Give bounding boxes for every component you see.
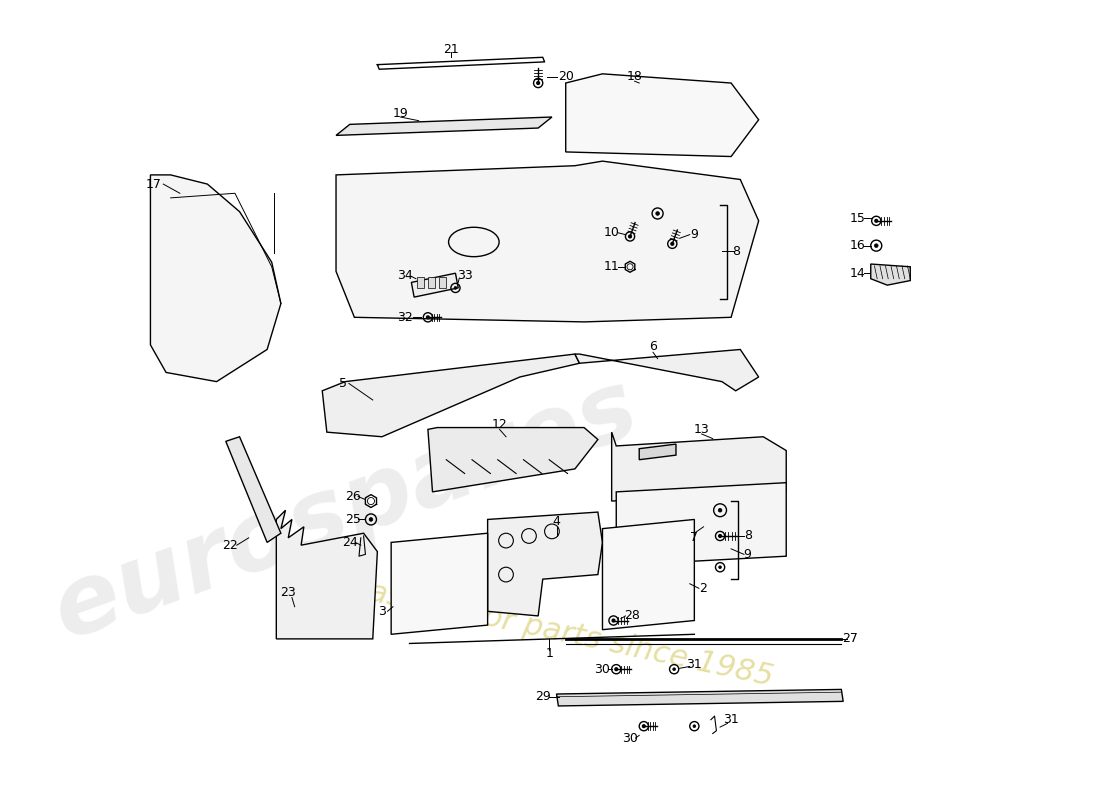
- Circle shape: [612, 619, 615, 622]
- Text: 25: 25: [344, 513, 361, 526]
- Text: 3: 3: [378, 605, 386, 618]
- Polygon shape: [487, 512, 603, 616]
- Polygon shape: [603, 519, 694, 630]
- Circle shape: [874, 219, 878, 222]
- Text: 31: 31: [686, 658, 702, 671]
- Text: eurospares: eurospares: [41, 362, 650, 659]
- Circle shape: [454, 286, 456, 290]
- Text: 4: 4: [552, 514, 561, 528]
- Text: 5: 5: [340, 377, 348, 390]
- Polygon shape: [336, 117, 552, 135]
- Polygon shape: [428, 427, 598, 492]
- Circle shape: [671, 242, 673, 245]
- Polygon shape: [151, 175, 280, 382]
- Text: a passion for parts since 1985: a passion for parts since 1985: [319, 567, 776, 692]
- Text: 20: 20: [558, 70, 574, 83]
- Text: 6: 6: [649, 340, 657, 354]
- Text: 33: 33: [456, 270, 473, 282]
- Text: 27: 27: [843, 632, 858, 646]
- Circle shape: [693, 725, 695, 727]
- Text: 16: 16: [850, 239, 866, 252]
- Text: 15: 15: [850, 211, 866, 225]
- Bar: [417, 277, 425, 288]
- Text: 13: 13: [694, 423, 710, 436]
- Text: 21: 21: [443, 42, 459, 55]
- Text: 2: 2: [700, 582, 707, 595]
- Polygon shape: [322, 354, 580, 437]
- Text: 7: 7: [691, 531, 698, 544]
- Text: 18: 18: [627, 70, 642, 83]
- Circle shape: [718, 534, 722, 538]
- Text: 31: 31: [723, 714, 739, 726]
- Text: 17: 17: [146, 178, 162, 190]
- Text: 19: 19: [393, 107, 408, 120]
- Text: 8: 8: [732, 245, 739, 258]
- Text: 22: 22: [222, 538, 239, 552]
- Circle shape: [629, 235, 631, 238]
- Circle shape: [537, 82, 539, 85]
- Polygon shape: [392, 534, 487, 634]
- Circle shape: [370, 518, 373, 522]
- Circle shape: [427, 316, 429, 318]
- Circle shape: [718, 509, 722, 512]
- Polygon shape: [612, 432, 786, 501]
- Text: 34: 34: [397, 270, 412, 282]
- Circle shape: [874, 244, 878, 247]
- Text: 14: 14: [850, 266, 866, 280]
- Polygon shape: [411, 274, 459, 297]
- Text: 12: 12: [492, 418, 507, 431]
- Polygon shape: [226, 437, 280, 542]
- Polygon shape: [871, 264, 911, 285]
- Text: 29: 29: [535, 690, 551, 703]
- Text: 1: 1: [546, 647, 553, 660]
- Polygon shape: [276, 510, 377, 639]
- Polygon shape: [565, 74, 759, 157]
- Polygon shape: [336, 161, 759, 322]
- Text: 26: 26: [344, 490, 361, 503]
- Text: 9: 9: [691, 228, 698, 241]
- Text: 23: 23: [280, 586, 296, 599]
- Polygon shape: [575, 350, 759, 391]
- Bar: [439, 277, 447, 288]
- Polygon shape: [616, 482, 786, 566]
- Text: 11: 11: [604, 260, 619, 274]
- Circle shape: [615, 668, 617, 670]
- Text: 30: 30: [594, 662, 610, 676]
- Text: 24: 24: [342, 536, 358, 549]
- Polygon shape: [557, 690, 844, 706]
- Polygon shape: [639, 444, 676, 460]
- Circle shape: [656, 212, 659, 215]
- Text: 10: 10: [604, 226, 619, 239]
- Text: 28: 28: [624, 610, 640, 622]
- Text: 9: 9: [744, 548, 751, 561]
- Circle shape: [642, 725, 646, 727]
- Text: 32: 32: [397, 311, 412, 324]
- Text: 30: 30: [623, 732, 638, 745]
- Bar: [428, 277, 436, 288]
- Circle shape: [718, 566, 722, 569]
- Text: 8: 8: [744, 530, 751, 542]
- Circle shape: [673, 668, 675, 670]
